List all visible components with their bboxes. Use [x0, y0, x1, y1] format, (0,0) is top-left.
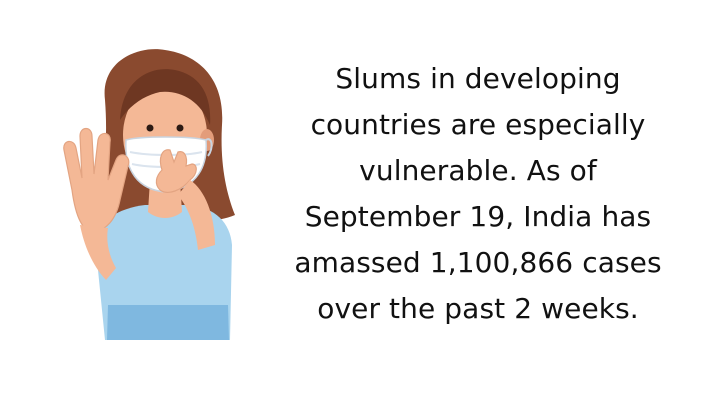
hand-on-face — [155, 149, 197, 193]
caption-line-5: amassed 1,100,866 cases — [294, 246, 662, 279]
forearm — [80, 225, 116, 280]
mask-strap — [205, 138, 213, 157]
arm-to-face — [178, 180, 215, 250]
eye-right — [176, 124, 184, 132]
hair-fringe — [120, 69, 211, 125]
caption-line-1: Slums in developing — [335, 62, 621, 95]
shirt-band — [107, 305, 229, 340]
masked-woman-illustration — [63, 49, 235, 340]
caption-text: Slums in developing countries are especi… — [268, 56, 688, 332]
caption-line-6: over the past 2 weeks. — [317, 292, 639, 325]
eye-left — [146, 124, 154, 132]
caption-line-2: countries are especially — [310, 108, 646, 141]
caption-line-4: September 19, India has — [304, 200, 652, 233]
caption-line-3: vulnerable. As of — [359, 154, 597, 187]
